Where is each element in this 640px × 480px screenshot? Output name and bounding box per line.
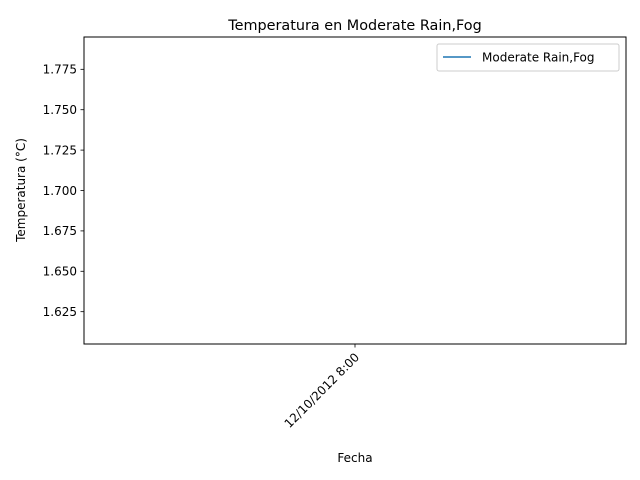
chart-title: Temperatura en Moderate Rain,Fog [227,18,481,34]
y-tick-label: 1.775 [43,63,77,77]
y-tick-label: 1.625 [43,305,77,319]
y-tick-label: 1.650 [43,265,77,279]
plot-area [84,37,626,344]
x-axis-label: Fecha [337,451,372,465]
y-axis-ticks: 1.625 1.650 1.675 1.700 1.725 1.750 1.775 [43,63,84,319]
legend: Moderate Rain,Fog [436,43,620,72]
y-tick-label: 1.725 [43,143,77,157]
legend-label: Moderate Rain,Fog [482,51,595,65]
y-tick-label: 1.675 [43,224,77,238]
y-axis-label: Temperatura (°C) [14,138,28,243]
legend-box [436,43,620,72]
x-tick-label: 12/10/2012 8:00 [282,350,363,431]
x-axis-ticks: 12/10/2012 8:00 [282,344,363,431]
y-tick-label: 1.750 [43,103,77,117]
plot-frame [83,36,627,345]
y-tick-label: 1.700 [43,184,77,198]
